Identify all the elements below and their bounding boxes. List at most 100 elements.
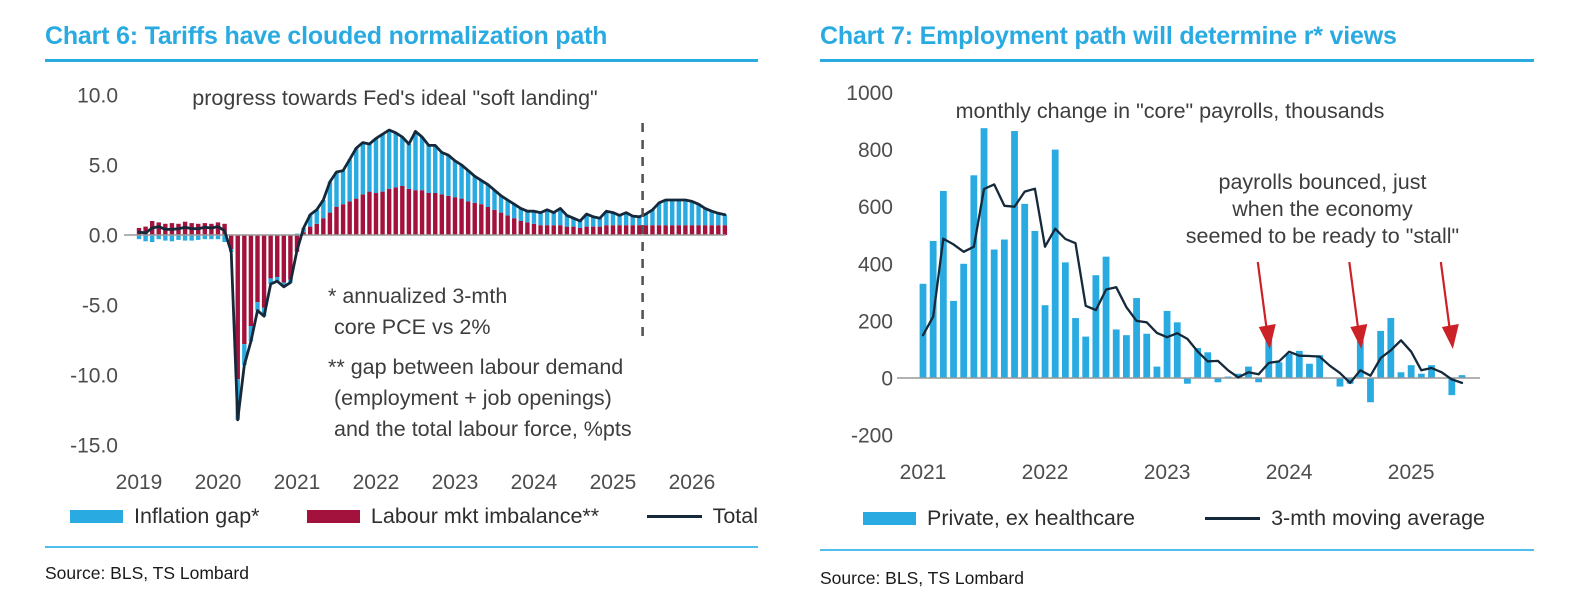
bar [189,235,194,241]
bar [1387,318,1395,378]
bar [446,155,451,196]
bar [222,235,227,242]
y-tick-label: -5.0 [82,295,118,318]
arrow-head-icon [1350,324,1368,349]
bar [1092,275,1100,378]
y-tick-label: 400 [858,253,893,276]
total-label: Total [712,504,758,528]
bar [459,198,464,235]
bar [702,225,708,235]
bar [696,225,701,235]
bar [1163,310,1171,378]
bar [630,216,635,226]
chart7-overlay-line [921,183,1464,385]
bar [334,207,339,235]
private-ex-healthcare-bars [919,128,1466,403]
bar [419,190,425,235]
labour-imbalance-swatch-icon [306,510,360,523]
bar [314,223,319,235]
bar [531,211,537,224]
arrow-shaft [1348,261,1360,331]
bar [439,152,445,195]
bar [1275,362,1283,378]
bar [367,144,372,192]
bar [518,208,524,221]
bar [1367,378,1374,403]
bar [1041,305,1049,378]
bar [242,235,247,345]
annotation-arrows [1256,261,1459,349]
bar [433,145,438,193]
chart6-footnote-labour: ** gap between labour demand (employment… [328,355,632,441]
bar [149,235,155,242]
chart6-title-rule [45,59,758,62]
bar [465,170,471,202]
bar [209,235,214,240]
bar [1356,340,1364,378]
x-tick-label: 2022 [1022,461,1069,484]
bar [650,225,655,235]
bar [498,212,504,235]
bar [1011,131,1018,378]
bar [1204,352,1212,378]
chart6-x-axis-labels: 2019 2020 2021 2022 2023 2024 2025 2026 [116,471,716,494]
bar [584,226,589,235]
bar [551,225,556,235]
bar [1234,373,1242,378]
bar [459,165,464,199]
bar [990,249,998,378]
bar [452,160,458,198]
bar [419,137,425,191]
bar [196,235,201,240]
bar [670,200,675,226]
bar [380,134,385,192]
legend-item-labour-imbalance: Labour mkt imbalance** [306,504,600,529]
bar [156,235,161,240]
bar [413,131,418,191]
arrow-head-icon [1258,324,1276,349]
bar [255,302,260,311]
bar [393,187,398,235]
bar [347,159,352,202]
bar [709,211,714,226]
bar [307,214,313,227]
bar [1082,336,1090,378]
bar [340,170,346,205]
chart6-subtitle: progress towards Fed's ideal "soft landi… [192,86,598,110]
bar [505,215,510,235]
bar [1397,372,1405,378]
bar [268,278,273,284]
bar [656,225,662,235]
bar [248,326,254,342]
bar [182,235,188,241]
bar [1458,375,1466,378]
bar [1255,378,1263,383]
bar [386,188,392,235]
bar [591,226,596,235]
moving-average-label: 3-mth moving average [1271,506,1485,530]
bar [327,181,333,213]
y-tick-label: 1000 [846,82,893,105]
chart6-overlay-line [137,128,727,422]
bar [426,193,431,235]
y-tick-label: -200 [851,425,893,448]
bar [354,198,359,235]
labour-imbalance-label: Labour mkt imbalance** [370,504,600,528]
bar [1306,363,1313,378]
bar [354,148,359,199]
chart6-y-axis-labels: 10.0 5.0 0.0 -5.0 -10.0 -15.0 [70,85,118,458]
bar [321,200,326,219]
bar [1153,366,1161,378]
chart7-source: Source: BLS, TS Lombard [820,568,1024,588]
bar [1072,318,1079,378]
bar [558,208,563,226]
bar [1316,355,1324,378]
bar [525,211,530,223]
bar [670,225,675,235]
y-tick-label: 200 [858,310,893,333]
bar [617,225,622,235]
bar [485,184,491,207]
bar [261,235,267,308]
